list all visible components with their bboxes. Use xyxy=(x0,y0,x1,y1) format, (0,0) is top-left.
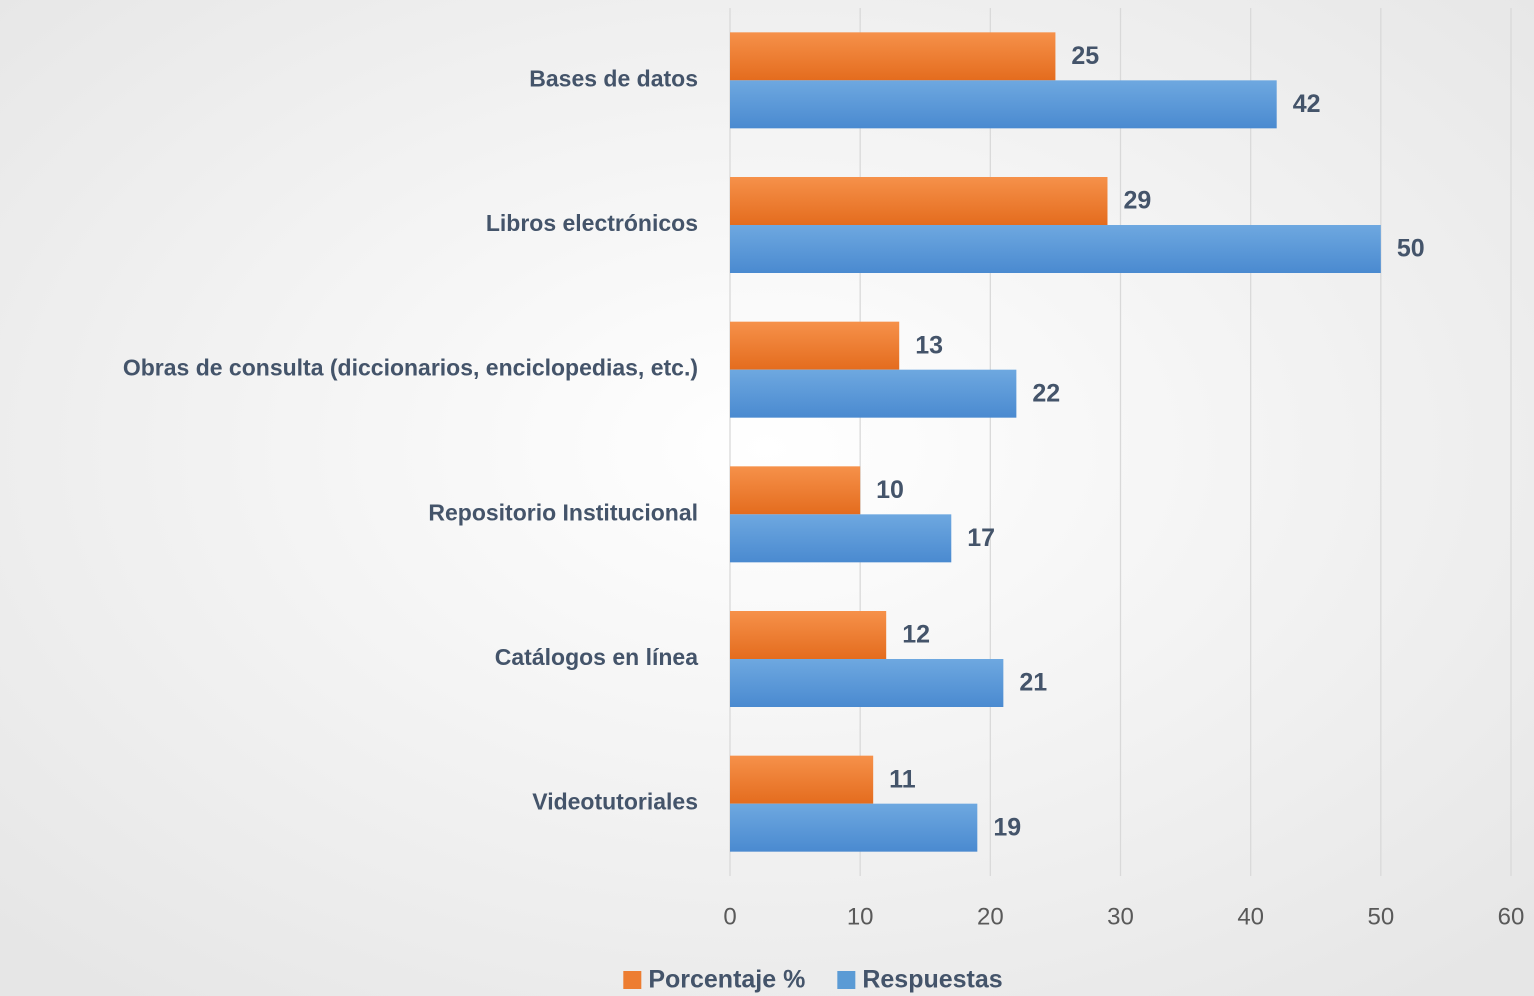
x-tick-label: 20 xyxy=(977,903,1004,930)
bar xyxy=(730,80,1277,129)
x-tick-label: 30 xyxy=(1107,903,1134,930)
data-label: 29 xyxy=(1123,187,1151,215)
bar xyxy=(730,225,1381,273)
x-tick-label: 10 xyxy=(847,903,874,930)
data-label: 13 xyxy=(915,331,943,359)
legend-label: Porcentaje % xyxy=(648,966,805,994)
y-tick-label: Libros electrónicos xyxy=(486,210,698,236)
x-tick-label: 40 xyxy=(1237,903,1264,930)
legend-swatch xyxy=(837,971,856,989)
data-label: 10 xyxy=(876,476,904,504)
data-label: 17 xyxy=(967,524,995,552)
data-label: 12 xyxy=(902,621,930,649)
bar xyxy=(730,659,1004,707)
bar xyxy=(730,755,874,804)
x-tick-label: 0 xyxy=(723,903,736,930)
legend-label: Respuestas xyxy=(862,966,1002,994)
y-tick-label: Bases de datos xyxy=(529,65,698,91)
bar xyxy=(730,369,1017,418)
bar xyxy=(730,32,1056,81)
data-label: 22 xyxy=(1032,379,1060,407)
y-tick-label: Catálogos en línea xyxy=(495,644,698,670)
data-label: 25 xyxy=(1071,42,1099,70)
y-tick-label: Repositorio Institucional xyxy=(428,499,698,525)
data-label: 21 xyxy=(1019,669,1047,697)
data-label: 11 xyxy=(889,765,916,793)
y-tick-label: Obras de consulta (diccionarios, enciclo… xyxy=(123,355,698,381)
x-tick-label: 50 xyxy=(1367,903,1394,930)
bar xyxy=(730,611,887,659)
data-label: 19 xyxy=(993,813,1021,841)
bar xyxy=(730,177,1108,225)
x-tick-label: 60 xyxy=(1498,903,1525,930)
bar xyxy=(730,466,861,515)
legend-swatch xyxy=(623,971,642,989)
bar xyxy=(730,321,900,370)
bar xyxy=(730,803,978,852)
data-label: 50 xyxy=(1397,235,1425,263)
y-tick-label: Videotutoriales xyxy=(532,789,698,815)
data-label: 42 xyxy=(1293,90,1321,118)
bar xyxy=(730,514,952,563)
